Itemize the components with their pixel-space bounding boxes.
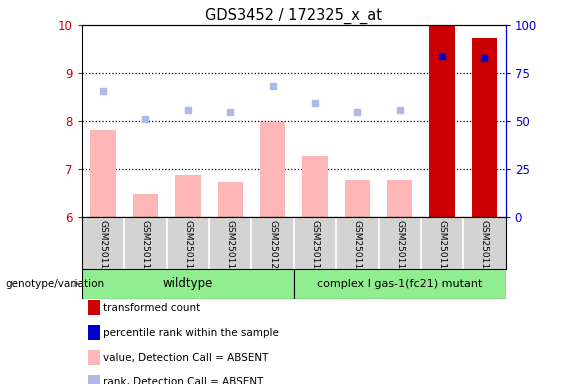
Text: GSM250115: GSM250115 [480, 220, 489, 275]
Text: rank, Detection Call = ABSENT: rank, Detection Call = ABSENT [103, 377, 264, 384]
Text: GSM250119: GSM250119 [226, 220, 234, 275]
Bar [82, 269, 294, 299]
Bar [429, 26, 455, 217]
Text: GSM250114: GSM250114 [438, 220, 446, 274]
Text: GSM250120: GSM250120 [268, 220, 277, 274]
Bar [175, 175, 201, 217]
Text: genotype/variation: genotype/variation [6, 279, 105, 289]
Text: GSM250112: GSM250112 [353, 220, 362, 274]
Bar [260, 122, 285, 217]
Bar [302, 156, 328, 217]
Bar [218, 182, 243, 217]
Text: value, Detection Call = ABSENT: value, Detection Call = ABSENT [103, 353, 269, 362]
Text: complex I gas-1(fc21) mutant: complex I gas-1(fc21) mutant [317, 279, 483, 289]
Text: wildtype: wildtype [163, 277, 213, 290]
Title: GDS3452 / 172325_x_at: GDS3452 / 172325_x_at [205, 7, 383, 23]
Text: GSM250118: GSM250118 [184, 220, 192, 275]
Bar [472, 38, 497, 217]
Bar [387, 180, 412, 217]
Text: transformed count: transformed count [103, 303, 201, 313]
Bar [133, 194, 158, 217]
Bar [345, 180, 370, 217]
Text: GSM250117: GSM250117 [141, 220, 150, 275]
Bar [90, 130, 116, 217]
Bar [294, 269, 506, 299]
Text: GSM250111: GSM250111 [311, 220, 319, 275]
Text: GSM250113: GSM250113 [396, 220, 404, 275]
Text: GSM250116: GSM250116 [99, 220, 107, 275]
Text: percentile rank within the sample: percentile rank within the sample [103, 328, 279, 338]
